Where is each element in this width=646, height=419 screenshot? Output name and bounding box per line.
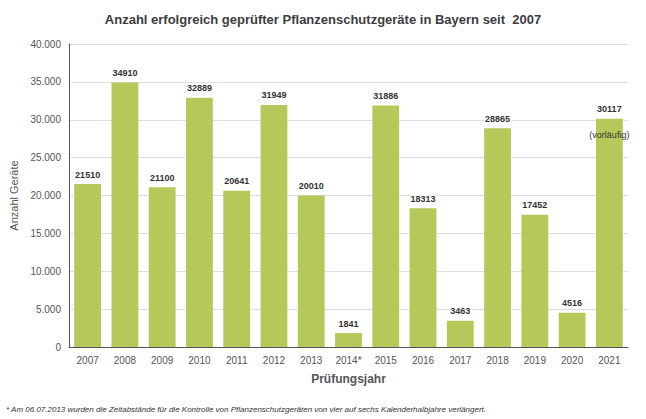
svg-text:3463: 3463 bbox=[450, 306, 470, 316]
svg-text:2016: 2016 bbox=[412, 355, 435, 366]
svg-text:2020: 2020 bbox=[561, 355, 584, 366]
svg-text:1841: 1841 bbox=[338, 319, 358, 329]
svg-text:20.000: 20.000 bbox=[30, 190, 61, 201]
svg-text:40.000: 40.000 bbox=[30, 39, 61, 50]
svg-text:2008: 2008 bbox=[114, 355, 137, 366]
svg-text:Prüfungsjahr: Prüfungsjahr bbox=[311, 372, 386, 386]
svg-text:30.000: 30.000 bbox=[30, 114, 61, 125]
svg-text:2013: 2013 bbox=[300, 355, 323, 366]
svg-text:28865: 28865 bbox=[485, 114, 510, 124]
svg-text:21100: 21100 bbox=[150, 173, 175, 183]
svg-text:Anzahl erfolgreich geprüfter P: Anzahl erfolgreich geprüfter Pflanzensch… bbox=[105, 12, 541, 27]
svg-text:31949: 31949 bbox=[261, 90, 286, 100]
svg-text:15.000: 15.000 bbox=[30, 228, 61, 239]
svg-text:2015: 2015 bbox=[375, 355, 398, 366]
svg-text:2014*: 2014* bbox=[335, 355, 361, 366]
svg-text:2009: 2009 bbox=[151, 355, 174, 366]
svg-text:0: 0 bbox=[55, 342, 61, 353]
svg-text:4516: 4516 bbox=[562, 298, 582, 308]
svg-text:Anzahl Geräte: Anzahl Geräte bbox=[8, 160, 20, 230]
svg-text:2007: 2007 bbox=[77, 355, 100, 366]
svg-text:(vorläufig): (vorläufig) bbox=[589, 130, 629, 140]
svg-text:2011: 2011 bbox=[226, 355, 248, 366]
svg-text:31886: 31886 bbox=[373, 91, 398, 101]
svg-text:2019: 2019 bbox=[524, 355, 547, 366]
svg-text:5.000: 5.000 bbox=[36, 304, 61, 315]
svg-text:34910: 34910 bbox=[112, 68, 137, 78]
svg-text:2018: 2018 bbox=[486, 355, 509, 366]
svg-text:21510: 21510 bbox=[75, 170, 100, 180]
svg-text:2017: 2017 bbox=[449, 355, 472, 366]
svg-text:30117: 30117 bbox=[597, 104, 622, 114]
svg-text:10.000: 10.000 bbox=[30, 266, 61, 277]
svg-text:20641: 20641 bbox=[224, 176, 249, 186]
svg-text:2021: 2021 bbox=[598, 355, 621, 366]
svg-text:18313: 18313 bbox=[411, 194, 436, 204]
svg-text:32889: 32889 bbox=[187, 83, 212, 93]
svg-text:2010: 2010 bbox=[188, 355, 211, 366]
svg-text:35.000: 35.000 bbox=[30, 76, 61, 87]
svg-text:25.000: 25.000 bbox=[30, 152, 61, 163]
svg-text:2012: 2012 bbox=[263, 355, 286, 366]
svg-text:20010: 20010 bbox=[299, 181, 324, 191]
svg-text:* Am 06.07.2013 wurden die Zei: * Am 06.07.2013 wurden die Zeitabstände … bbox=[6, 405, 486, 414]
svg-text:17452: 17452 bbox=[522, 200, 547, 210]
